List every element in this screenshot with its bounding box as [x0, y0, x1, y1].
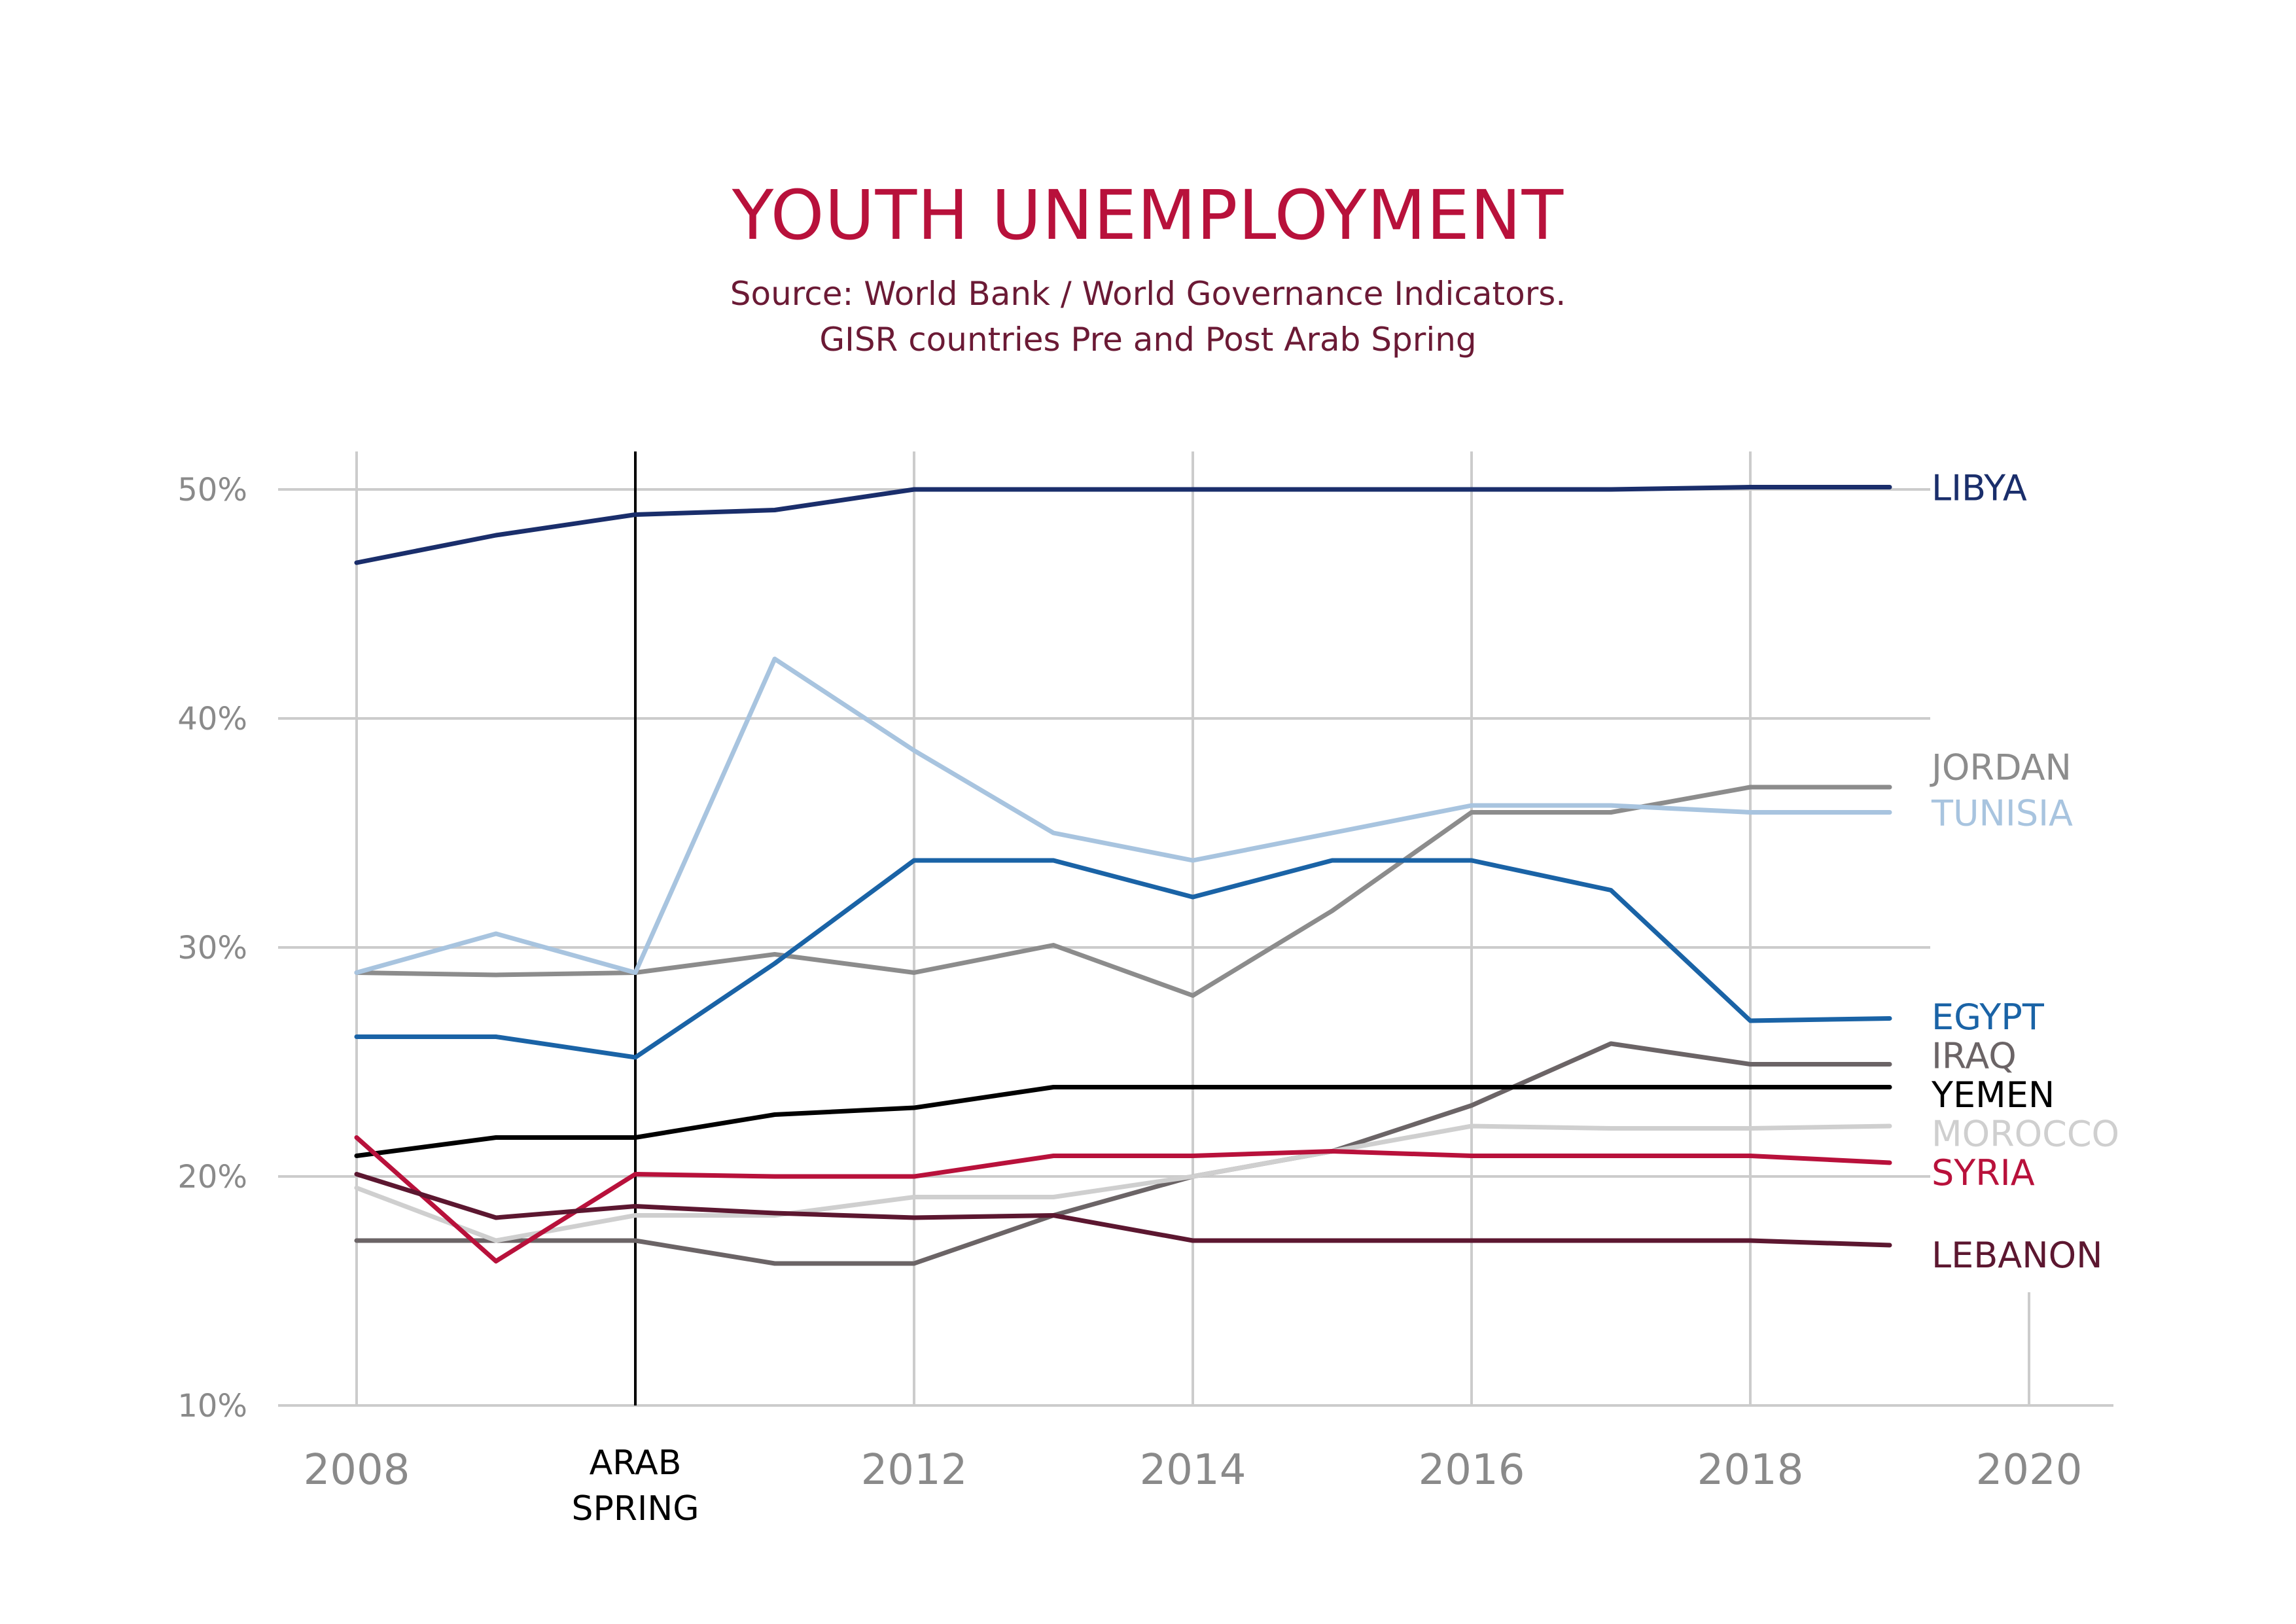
- series-line-tunisia: [354, 656, 1892, 975]
- series-line-jordan: [354, 785, 1892, 998]
- series-line-syria: [354, 1135, 1892, 1263]
- y-tick-label: 40%: [177, 701, 247, 737]
- y-tick-label: 10%: [177, 1388, 247, 1424]
- arab-spring-label: ARAB: [590, 1443, 682, 1483]
- series-line-yemen: [354, 1085, 1892, 1158]
- x-tick-label: 2020: [1976, 1446, 2083, 1494]
- series-label-egypt: EGYPT: [1932, 997, 2045, 1038]
- series-lines: [354, 485, 1892, 1266]
- axes: 10% 20% 30% 40% 50% 2008 2012 2014 2016 2018 2020 A…: [177, 451, 2082, 1528]
- series-line-lebanon: [354, 1172, 1892, 1248]
- y-tick-label: 20%: [177, 1159, 247, 1195]
- y-tick-label: 30%: [177, 930, 247, 966]
- series-label-tunisia: TUNISIA: [1931, 793, 2073, 834]
- series-label-syria: SYRIA: [1932, 1152, 2035, 1193]
- series-label-iraq: IRAQ: [1932, 1036, 2017, 1077]
- series-line-morocco: [354, 1123, 1892, 1243]
- x-tick-label: 2018: [1697, 1446, 1804, 1494]
- series-label-libya: LIBYA: [1932, 468, 2027, 509]
- x-tick-label: 2014: [1140, 1446, 1246, 1494]
- chart-subtitle-line-2: GISR countries Pre and Post Arab Spring: [819, 321, 1477, 359]
- x-tick-label: 2016: [1419, 1446, 1525, 1494]
- grid: [278, 451, 2113, 1407]
- series-label-morocco: MOROCCO: [1932, 1114, 2119, 1155]
- series-label-lebanon: LEBANON: [1932, 1235, 2102, 1276]
- series-labels: LIBYA JORDAN TUNISIA EGYPTIRAQYEMENMOROCCOS…: [1930, 468, 2119, 1277]
- x-tick-label: 2012: [861, 1446, 968, 1494]
- chart-subtitle-line-1: Source: World Bank / World Governance In…: [730, 275, 1566, 313]
- series-label-jordan: JORDAN: [1930, 747, 2072, 788]
- series-line-egypt: [354, 858, 1892, 1060]
- x-tick-label: 2008: [304, 1446, 410, 1494]
- series-line-iraq: [354, 1041, 1892, 1266]
- arab-spring-label: SPRING: [571, 1489, 699, 1528]
- series-line-libya: [354, 485, 1892, 565]
- series-label-yemen: YEMEN: [1931, 1074, 2055, 1116]
- y-tick-label: 50%: [177, 472, 247, 508]
- chart-title: YOUTH UNEMPLOYMENT: [732, 175, 1564, 255]
